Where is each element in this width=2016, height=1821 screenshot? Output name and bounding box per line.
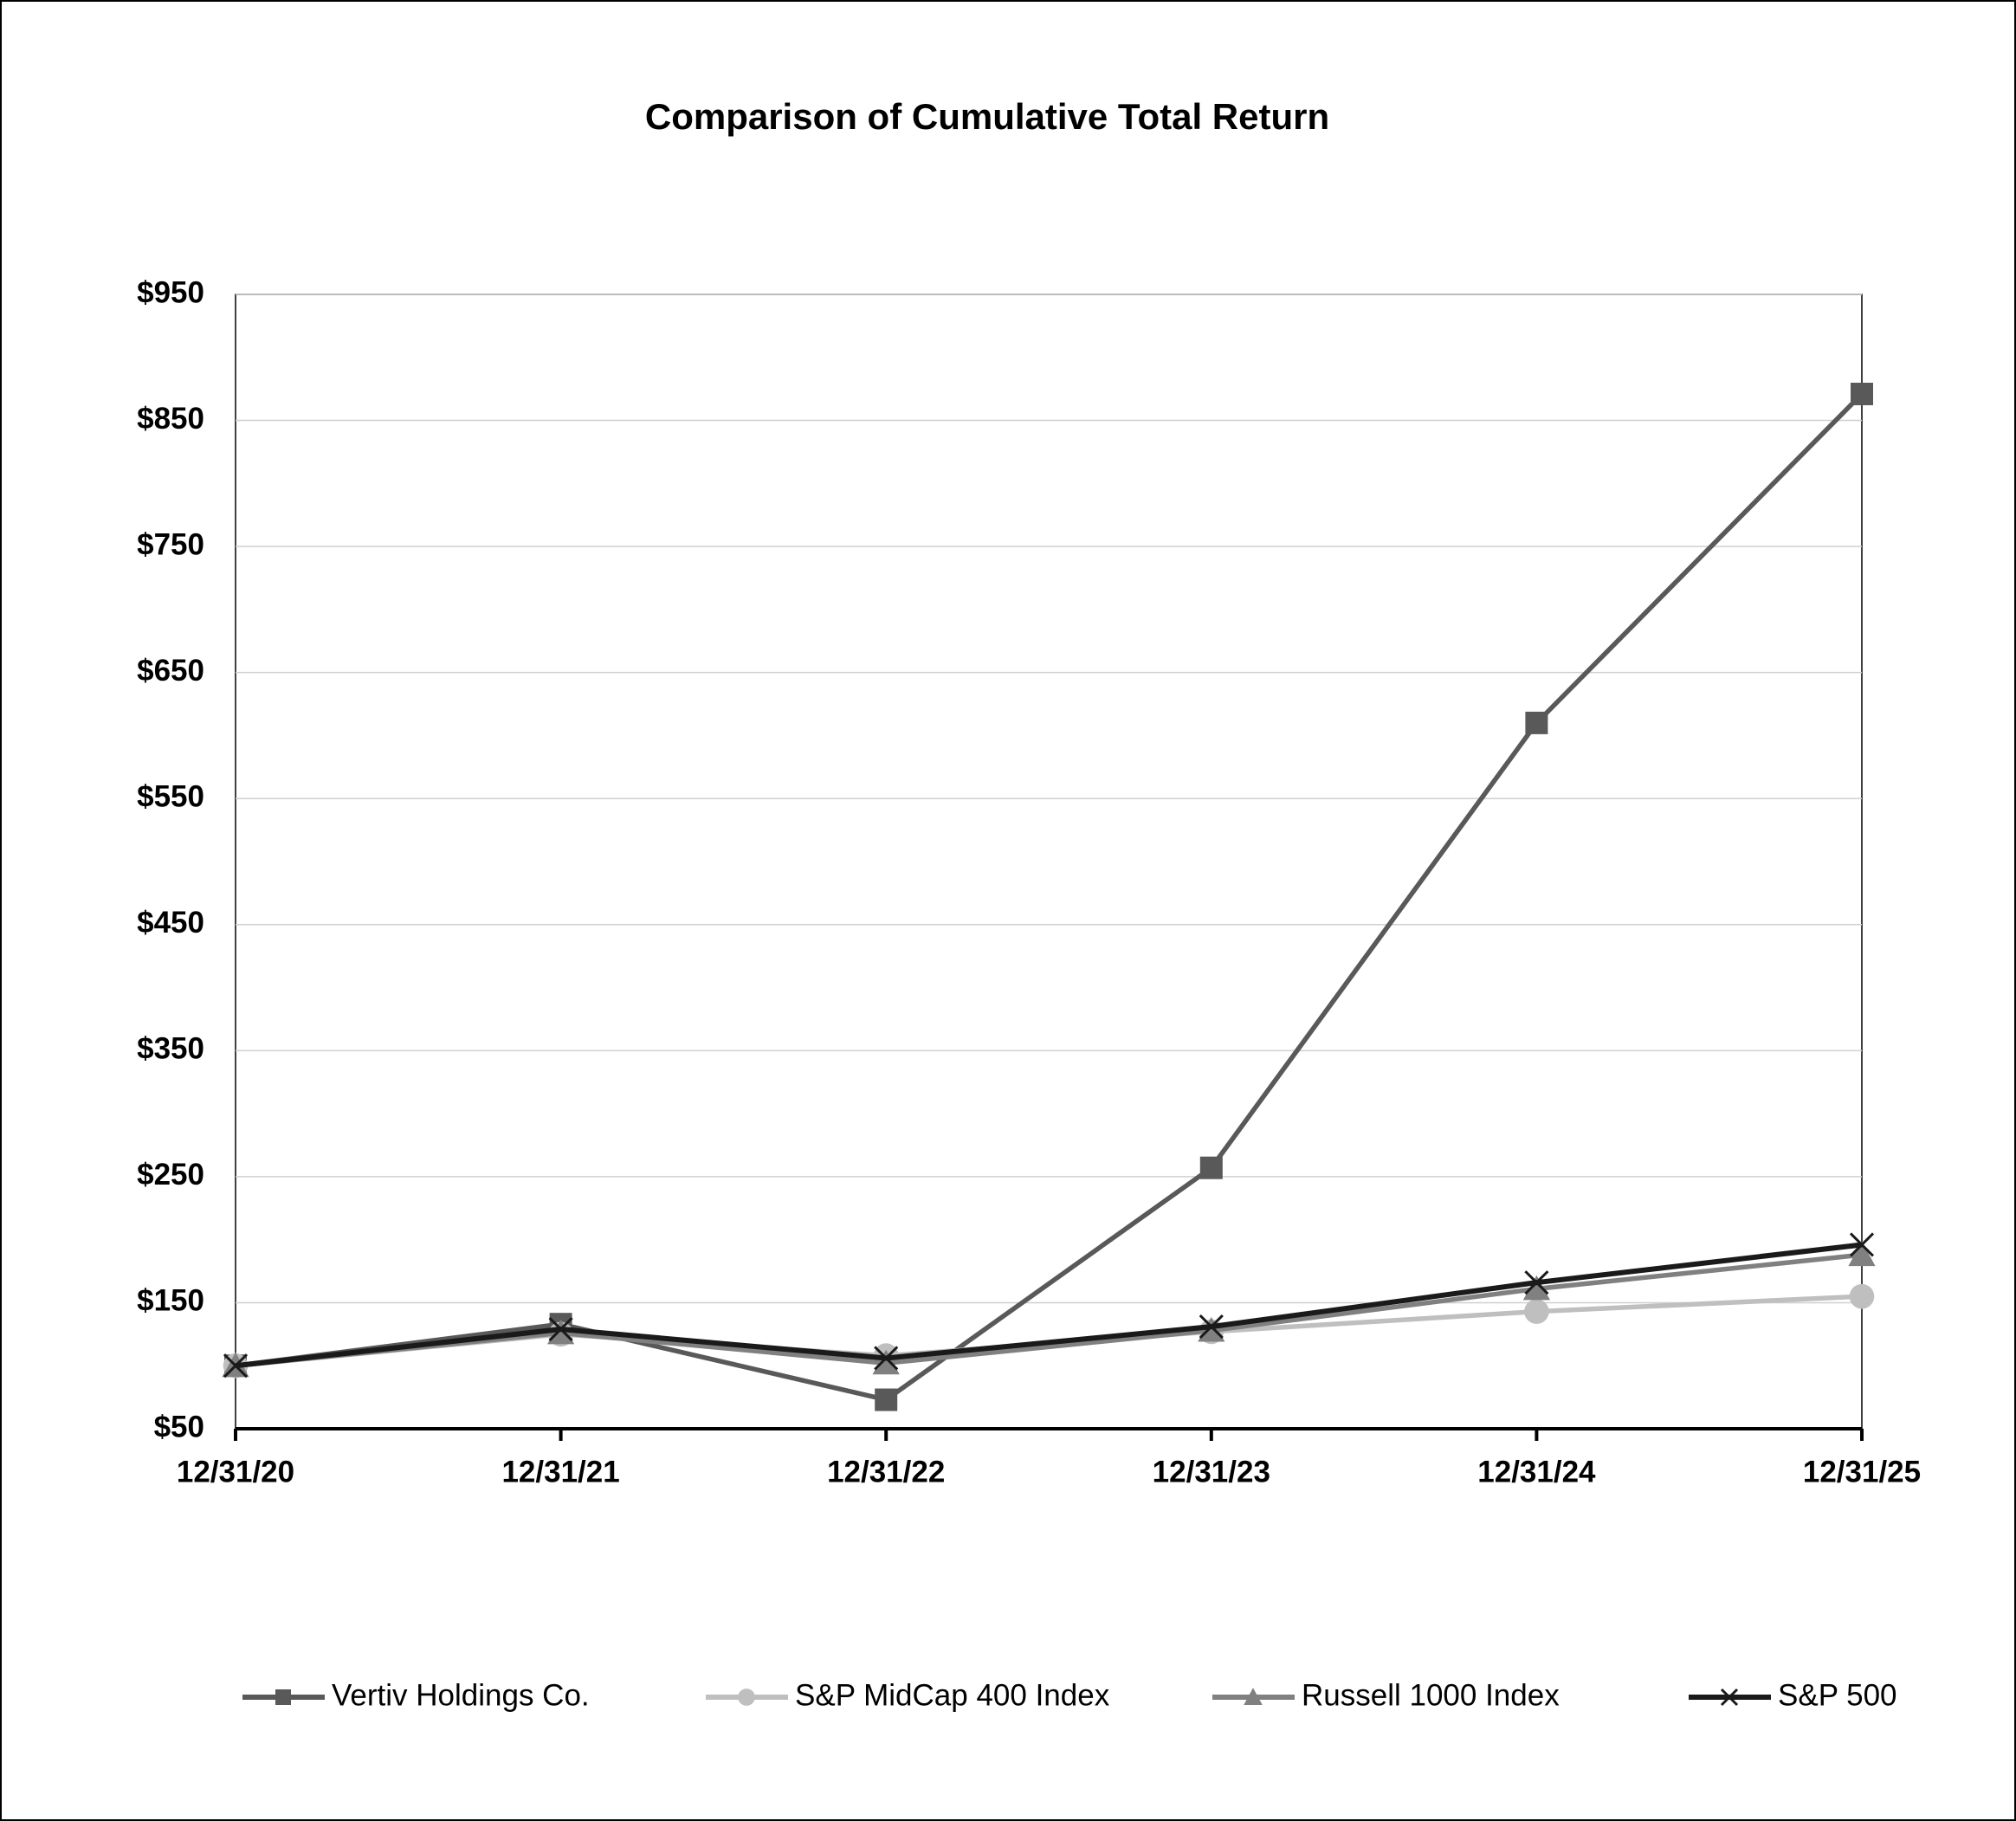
legend-label: S&P 500 bbox=[1778, 1678, 1897, 1712]
marker bbox=[1199, 1156, 1223, 1179]
x-tick-label: 12/31/20 bbox=[177, 1455, 294, 1488]
series-line bbox=[235, 1252, 1863, 1368]
marker bbox=[1849, 1232, 1875, 1257]
legend-label: Russell 1000 Index bbox=[1302, 1678, 1560, 1712]
x-tick-label: 12/31/23 bbox=[1153, 1455, 1270, 1488]
chart-title: Comparison of Cumulative Total Return bbox=[645, 96, 1329, 137]
series-line bbox=[235, 1242, 1863, 1369]
marker bbox=[1522, 1275, 1550, 1301]
legend-marker bbox=[1720, 1688, 1739, 1707]
legend-label: S&P MidCap 400 Index bbox=[795, 1678, 1110, 1712]
y-tick-label: $250 bbox=[137, 1158, 204, 1191]
y-tick-label: $950 bbox=[137, 275, 204, 309]
x-tick-label: 12/31/25 bbox=[1803, 1455, 1921, 1488]
marker bbox=[1849, 1283, 1875, 1309]
marker bbox=[1851, 382, 1873, 405]
series-line bbox=[235, 392, 1864, 1403]
y-tick-label: $350 bbox=[137, 1032, 204, 1066]
marker bbox=[1198, 1316, 1225, 1342]
legend-marker bbox=[1244, 1688, 1263, 1705]
marker bbox=[548, 1316, 573, 1342]
y-tick-label: $550 bbox=[137, 779, 204, 813]
legend-marker bbox=[275, 1689, 291, 1705]
x-tick-label: 12/31/22 bbox=[827, 1455, 945, 1488]
marker bbox=[1524, 1299, 1549, 1324]
y-tick-label: $50 bbox=[154, 1410, 204, 1443]
x-tick-label: 12/31/24 bbox=[1477, 1455, 1596, 1488]
y-tick-label: $750 bbox=[137, 527, 204, 561]
y-tick-label: $450 bbox=[137, 906, 204, 940]
legend-label: Vertiv Holdings Co. bbox=[332, 1678, 590, 1712]
y-tick-label: $850 bbox=[137, 402, 204, 436]
marker bbox=[872, 1349, 900, 1375]
marker bbox=[1525, 711, 1548, 734]
marker bbox=[1199, 1314, 1224, 1340]
marker bbox=[875, 1388, 898, 1411]
marker bbox=[1848, 1241, 1876, 1267]
marker bbox=[874, 1346, 899, 1371]
marker bbox=[547, 1319, 575, 1345]
marker bbox=[223, 1353, 249, 1379]
y-tick-label: $150 bbox=[137, 1284, 204, 1318]
legend-marker bbox=[738, 1689, 755, 1706]
x-tick-label: 12/31/21 bbox=[501, 1455, 619, 1488]
marker bbox=[1524, 1270, 1549, 1295]
y-tick-label: $650 bbox=[137, 654, 204, 688]
